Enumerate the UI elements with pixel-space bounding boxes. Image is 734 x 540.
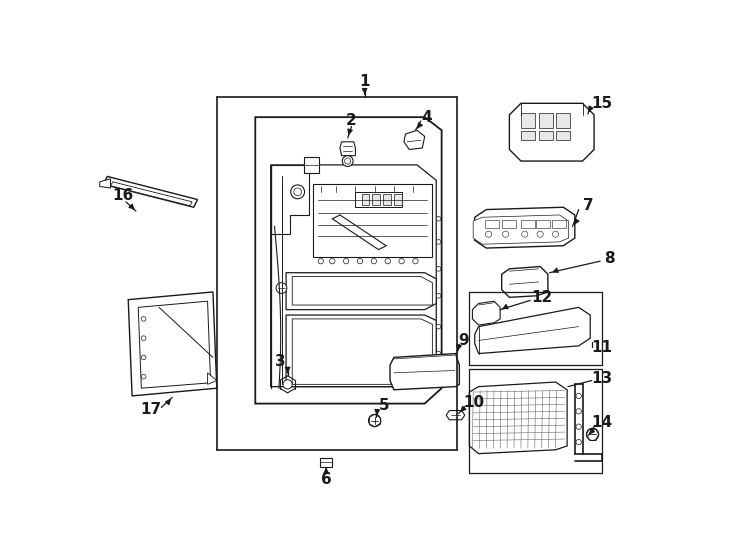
Bar — [539, 112, 553, 128]
Text: 14: 14 — [591, 415, 612, 430]
Polygon shape — [435, 357, 440, 369]
Circle shape — [283, 380, 292, 389]
Polygon shape — [292, 276, 432, 305]
Polygon shape — [320, 457, 333, 467]
Circle shape — [576, 393, 581, 399]
Bar — [539, 131, 553, 140]
Bar — [394, 194, 401, 205]
Text: 2: 2 — [346, 113, 357, 128]
Circle shape — [576, 409, 581, 414]
Polygon shape — [446, 410, 465, 420]
Bar — [304, 157, 319, 173]
Circle shape — [436, 325, 441, 329]
Circle shape — [436, 240, 441, 244]
Text: 10: 10 — [463, 395, 484, 409]
Polygon shape — [286, 315, 436, 387]
Polygon shape — [313, 184, 432, 257]
Polygon shape — [128, 292, 217, 396]
Text: 7: 7 — [583, 198, 593, 213]
Circle shape — [368, 414, 381, 427]
Circle shape — [576, 424, 581, 429]
Circle shape — [537, 231, 543, 237]
Polygon shape — [208, 373, 217, 384]
Circle shape — [553, 231, 559, 237]
Text: 1: 1 — [360, 74, 370, 89]
Circle shape — [291, 185, 305, 199]
Polygon shape — [469, 382, 567, 454]
Circle shape — [586, 428, 599, 441]
Polygon shape — [473, 215, 569, 244]
Polygon shape — [103, 177, 197, 207]
Circle shape — [357, 259, 363, 264]
Bar — [484, 220, 498, 228]
Polygon shape — [111, 182, 192, 206]
Bar — [552, 220, 566, 228]
Circle shape — [371, 259, 377, 264]
Text: 9: 9 — [458, 333, 468, 348]
Circle shape — [318, 259, 324, 264]
Bar — [362, 194, 369, 205]
Circle shape — [413, 259, 418, 264]
Polygon shape — [355, 192, 401, 207]
Bar — [556, 112, 570, 128]
Text: 5: 5 — [379, 397, 389, 413]
Circle shape — [330, 259, 335, 264]
Circle shape — [294, 188, 302, 195]
Circle shape — [142, 374, 146, 379]
Bar — [537, 220, 550, 228]
Polygon shape — [509, 103, 594, 161]
Circle shape — [436, 374, 441, 379]
Text: 17: 17 — [141, 402, 162, 417]
Text: 16: 16 — [112, 188, 134, 203]
Bar — [521, 131, 535, 140]
Bar — [521, 112, 535, 128]
Circle shape — [344, 259, 349, 264]
Circle shape — [276, 283, 287, 294]
Polygon shape — [271, 165, 436, 387]
Bar — [501, 220, 515, 228]
Circle shape — [436, 351, 441, 356]
Text: 15: 15 — [591, 96, 612, 111]
Text: 3: 3 — [275, 354, 286, 369]
Text: 4: 4 — [421, 110, 432, 125]
Polygon shape — [404, 130, 425, 150]
Text: 6: 6 — [321, 471, 332, 487]
Polygon shape — [390, 354, 459, 390]
Polygon shape — [286, 273, 436, 309]
Polygon shape — [100, 179, 111, 188]
Circle shape — [436, 267, 441, 271]
Polygon shape — [138, 301, 211, 388]
Circle shape — [576, 440, 581, 445]
Polygon shape — [255, 117, 442, 403]
Circle shape — [436, 294, 441, 298]
Circle shape — [142, 336, 146, 340]
Circle shape — [436, 217, 441, 221]
Text: 12: 12 — [531, 290, 553, 305]
Circle shape — [342, 156, 353, 166]
Circle shape — [142, 316, 146, 321]
Bar — [372, 194, 380, 205]
Text: 11: 11 — [592, 340, 612, 355]
Bar — [521, 220, 535, 228]
Circle shape — [344, 158, 351, 164]
Polygon shape — [475, 307, 590, 354]
Polygon shape — [501, 267, 548, 298]
Polygon shape — [271, 165, 309, 234]
Polygon shape — [475, 207, 575, 248]
Circle shape — [399, 259, 404, 264]
Polygon shape — [340, 142, 355, 156]
Circle shape — [503, 231, 509, 237]
Circle shape — [385, 259, 390, 264]
Text: 13: 13 — [591, 370, 612, 386]
Bar — [556, 131, 570, 140]
Polygon shape — [292, 319, 432, 384]
Polygon shape — [473, 301, 500, 325]
Bar — [383, 194, 390, 205]
Circle shape — [522, 231, 528, 237]
Circle shape — [142, 355, 146, 360]
Circle shape — [485, 231, 492, 237]
Text: 8: 8 — [604, 251, 615, 266]
